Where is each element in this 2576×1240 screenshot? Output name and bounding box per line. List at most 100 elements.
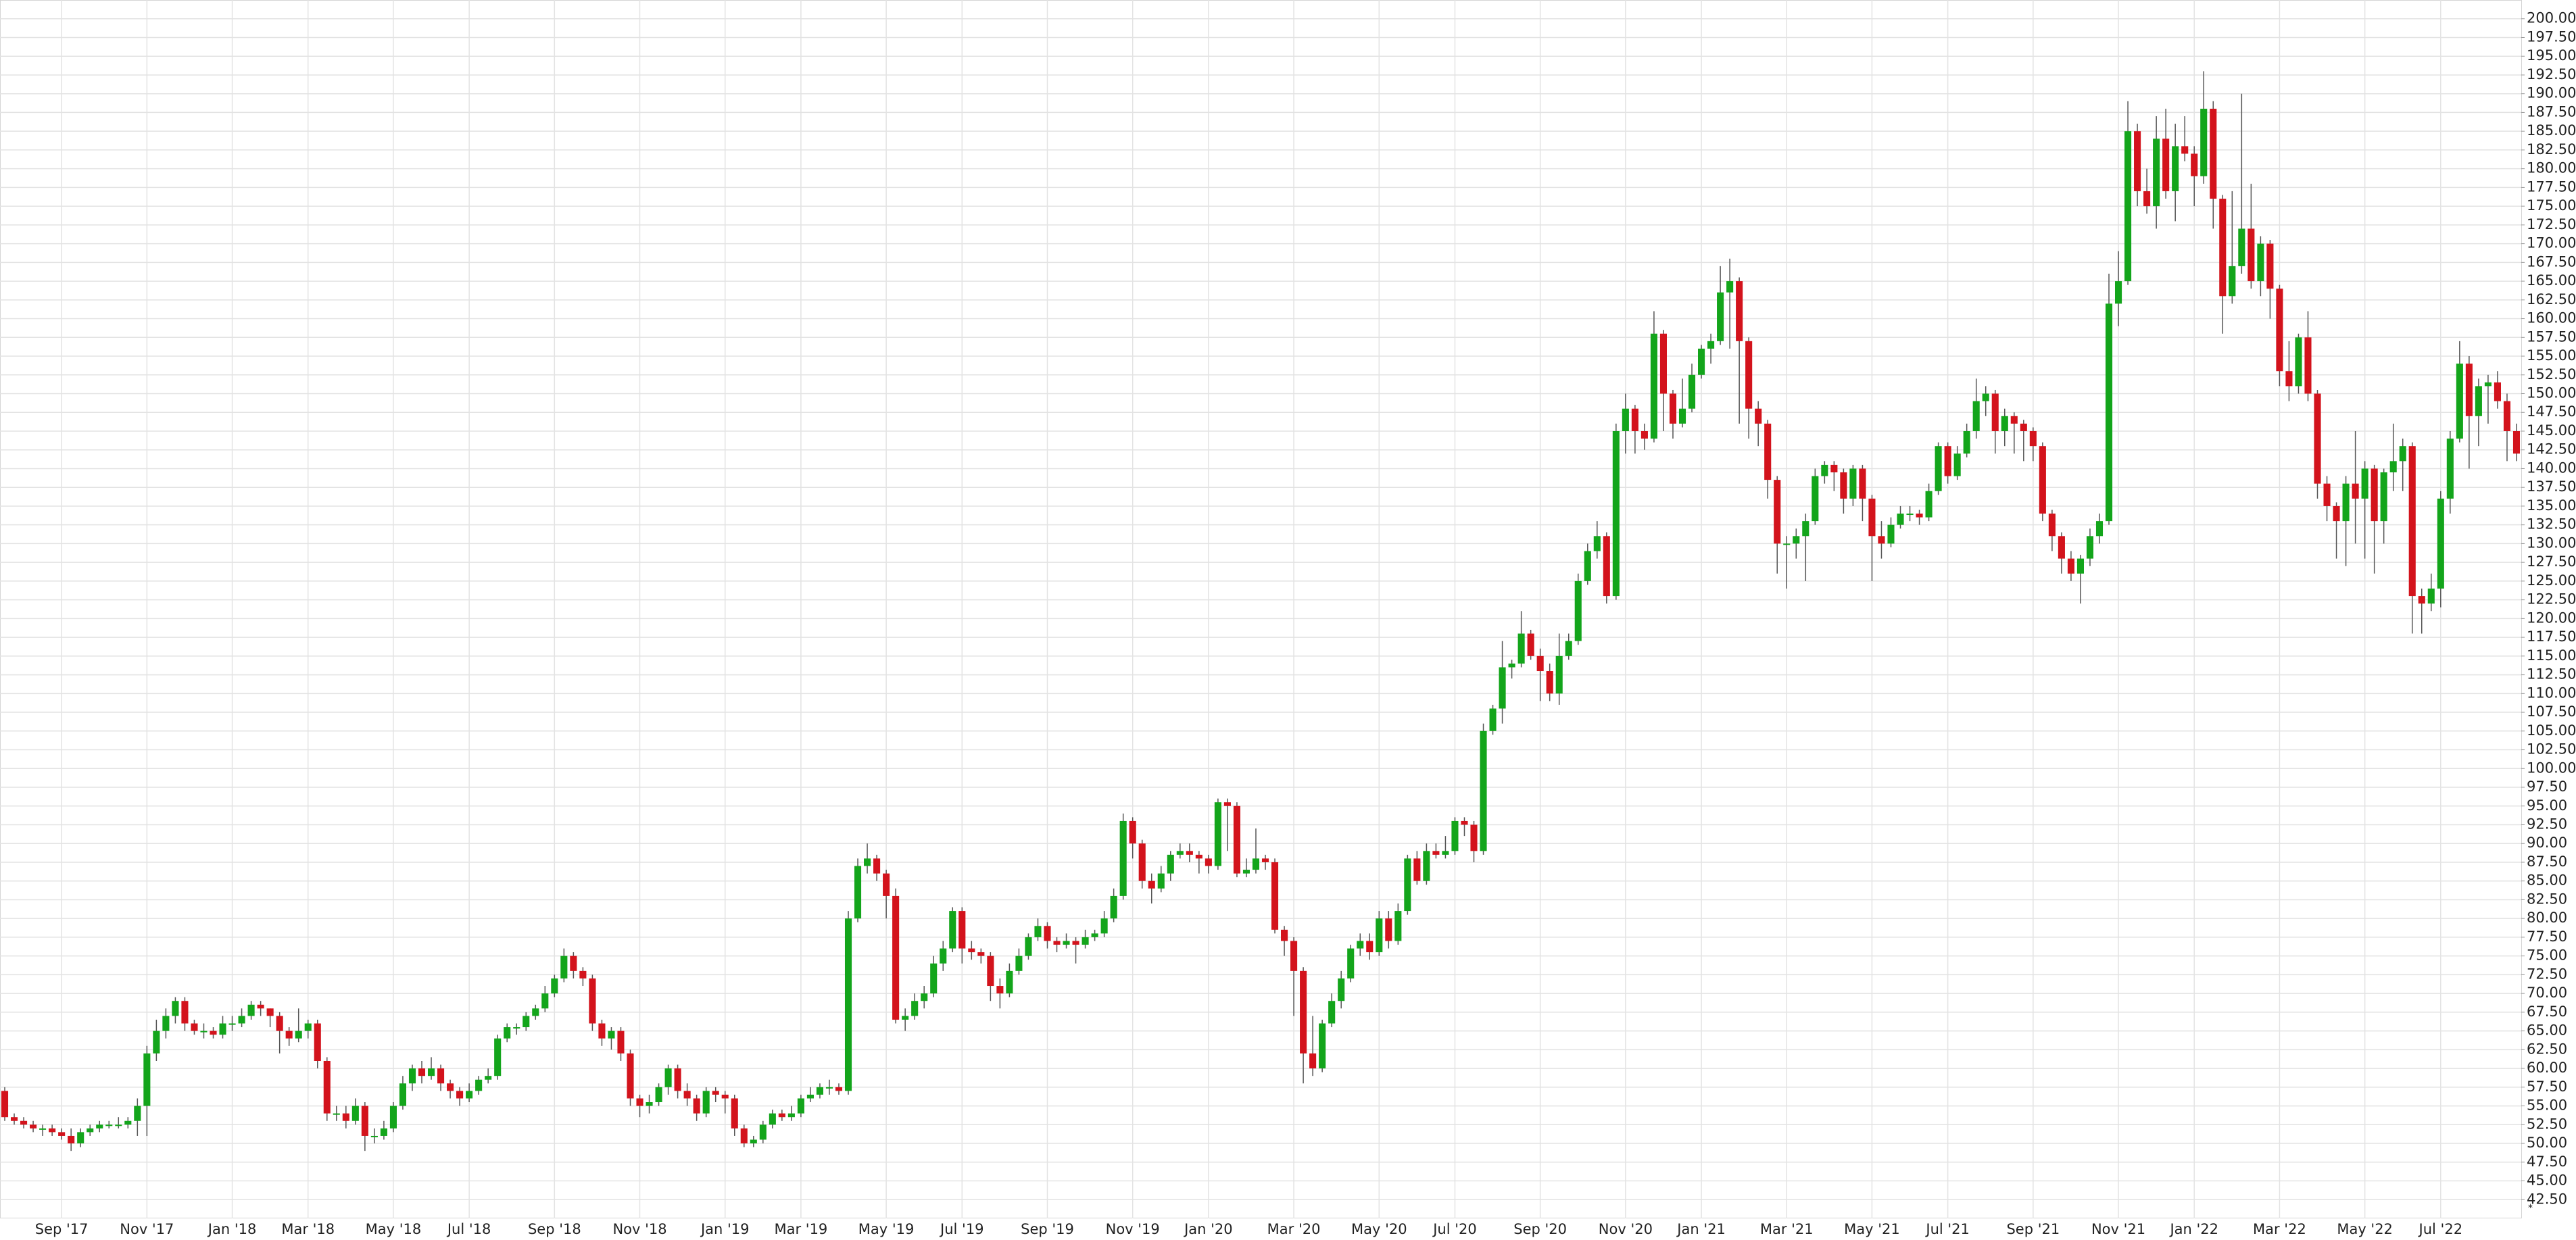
candle-body bbox=[1157, 873, 1165, 889]
candle-body bbox=[2266, 243, 2274, 289]
x-tick-label: May '18 bbox=[366, 1221, 422, 1237]
candle-body bbox=[1, 1091, 9, 1118]
candle-body bbox=[1963, 430, 1970, 454]
candle-body bbox=[2456, 364, 2463, 439]
candle-body bbox=[153, 1031, 160, 1053]
candle-body bbox=[627, 1053, 634, 1099]
candle-body bbox=[1859, 468, 1866, 499]
candle-body bbox=[2408, 446, 2416, 597]
candle-body bbox=[911, 1001, 919, 1016]
candle-body bbox=[1508, 663, 1515, 668]
x-tick-label: May '20 bbox=[1351, 1221, 1407, 1237]
candle-body bbox=[664, 1068, 672, 1087]
candle-body bbox=[87, 1128, 94, 1133]
y-tick-label: 162.50 bbox=[2527, 291, 2576, 307]
candle-body bbox=[333, 1113, 340, 1115]
candle-body bbox=[124, 1120, 132, 1125]
candle-body bbox=[1574, 580, 1582, 641]
y-tick-label: 112.50 bbox=[2527, 666, 2576, 683]
candle-body bbox=[1015, 956, 1023, 971]
y-tick-label: 160.00 bbox=[2527, 310, 2576, 326]
x-tick-label: Jan '18 bbox=[207, 1221, 257, 1237]
candle-body bbox=[835, 1087, 843, 1091]
candle-body bbox=[844, 918, 852, 1091]
candle-body bbox=[825, 1087, 833, 1089]
candle-body bbox=[304, 1023, 312, 1031]
x-tick-label: Jan '19 bbox=[700, 1221, 750, 1237]
candle-body bbox=[987, 956, 994, 987]
candle-body bbox=[437, 1068, 445, 1084]
y-tick-label: 157.50 bbox=[2527, 328, 2576, 345]
candle-body bbox=[2238, 228, 2245, 266]
candle-body bbox=[2210, 108, 2217, 199]
candle-body bbox=[1366, 941, 1374, 953]
candle-body bbox=[2153, 139, 2160, 207]
candle-body bbox=[1631, 408, 1638, 431]
y-tick-label: 50.00 bbox=[2527, 1135, 2567, 1151]
y-tick-label: 137.50 bbox=[2527, 478, 2576, 495]
candle-body bbox=[1517, 633, 1525, 664]
y-tick-label: 165.00 bbox=[2527, 272, 2576, 289]
candle-body bbox=[1357, 941, 1364, 949]
candle-body bbox=[1802, 521, 1809, 537]
candle-body bbox=[427, 1068, 435, 1076]
candle-body bbox=[1404, 858, 1411, 912]
candle-body bbox=[389, 1106, 397, 1129]
x-tick-label: Mar '18 bbox=[281, 1221, 335, 1237]
candle-body bbox=[1878, 536, 1885, 544]
candle-body bbox=[1214, 802, 1221, 866]
candle-body bbox=[1593, 536, 1601, 551]
candle-body bbox=[314, 1023, 321, 1061]
candle-body bbox=[731, 1098, 738, 1129]
candle-body bbox=[2427, 588, 2435, 604]
x-tick-label: Nov '21 bbox=[2091, 1221, 2145, 1237]
candle-body bbox=[2314, 393, 2321, 484]
candle-body bbox=[2465, 364, 2473, 416]
candle-body bbox=[655, 1087, 662, 1103]
candle-body bbox=[702, 1091, 710, 1114]
candle-body bbox=[2067, 558, 2074, 574]
y-tick-label: 155.00 bbox=[2527, 347, 2576, 364]
y-tick-label: 117.50 bbox=[2527, 628, 2576, 645]
candle-body bbox=[361, 1106, 368, 1136]
y-tick-label: 115.00 bbox=[2527, 647, 2576, 664]
y-tick-label: 190.00 bbox=[2527, 85, 2576, 101]
candle-body bbox=[266, 1008, 274, 1016]
candle-body bbox=[1774, 480, 1781, 544]
corner-mark: * bbox=[2528, 1203, 2533, 1214]
candle-body bbox=[2285, 371, 2293, 387]
candle-body bbox=[1982, 393, 1989, 401]
y-tick-label: 72.50 bbox=[2527, 966, 2567, 982]
y-tick-label: 92.50 bbox=[2527, 816, 2567, 832]
candle-body bbox=[2475, 386, 2482, 416]
y-tick-label: 170.00 bbox=[2527, 235, 2576, 251]
candle-body bbox=[968, 948, 975, 953]
candle-body bbox=[20, 1120, 28, 1125]
x-tick-label: May '22 bbox=[2337, 1221, 2393, 1237]
candle-body bbox=[1063, 941, 1070, 945]
y-tick-label: 132.50 bbox=[2527, 516, 2576, 532]
candle-body bbox=[2503, 401, 2511, 431]
candle-body bbox=[787, 1113, 795, 1118]
y-tick-label: 62.50 bbox=[2527, 1041, 2567, 1057]
candle-body bbox=[295, 1031, 302, 1039]
candle-body bbox=[2143, 191, 2151, 207]
candle-body bbox=[1669, 393, 1677, 424]
x-tick-label: Jul '20 bbox=[1432, 1221, 1477, 1237]
candle-body bbox=[1688, 374, 1696, 409]
x-tick-label: Nov '18 bbox=[612, 1221, 666, 1237]
candle-body bbox=[1442, 851, 1449, 855]
x-tick-label: Nov '19 bbox=[1106, 1221, 1160, 1237]
x-tick-label: Nov '17 bbox=[120, 1221, 174, 1237]
y-tick-label: 75.00 bbox=[2527, 947, 2567, 964]
y-tick-label: 77.50 bbox=[2527, 928, 2567, 945]
candle-body bbox=[2001, 416, 2008, 431]
candle-body bbox=[172, 1001, 179, 1016]
candle-body bbox=[247, 1004, 255, 1016]
y-tick-label: 142.50 bbox=[2527, 441, 2576, 457]
candle-body bbox=[636, 1098, 643, 1106]
candle-body bbox=[2304, 337, 2312, 394]
candle-body bbox=[39, 1128, 47, 1130]
candle-body bbox=[1555, 655, 1563, 694]
